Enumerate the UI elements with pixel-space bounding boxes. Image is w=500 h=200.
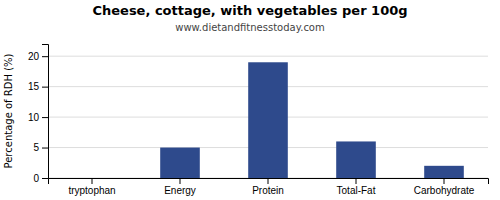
x-tick-mark [92, 178, 93, 184]
bar [160, 148, 200, 178]
subtitle: www.dietandfitnesstoday.com [175, 22, 324, 33]
x-axis-line [49, 179, 489, 185]
title: Cheese, cottage, with vegetables per 100… [92, 3, 407, 18]
y-tick-mark [42, 56, 48, 57]
y-axis-line [42, 45, 49, 179]
x-tick: tryptophan [68, 178, 115, 196]
y-axis: 0 5 10 15 20 [28, 45, 49, 184]
y-tick-mark [42, 87, 48, 88]
x-tick-mark [444, 178, 445, 184]
x-tick-label: Carbohydrate [414, 185, 475, 196]
x-tick: Protein [252, 178, 284, 196]
x-tick-label: Energy [164, 185, 196, 196]
bar [248, 62, 288, 178]
bar [424, 166, 464, 178]
y-tick-mark [42, 117, 48, 118]
y-tick-label: 10 [28, 112, 40, 123]
y-tick: 10 [28, 112, 48, 123]
x-axis: tryptophan Energy Protein Total-Fat Carbohyd… [49, 178, 489, 196]
y-tick: 0 [33, 173, 48, 184]
y-tick-label: 15 [28, 81, 40, 92]
x-tick-label: Protein [252, 185, 284, 196]
x-tick-mark [180, 178, 181, 184]
grid [48, 56, 488, 178]
bar [336, 141, 376, 178]
y-tick-label: 5 [33, 142, 39, 153]
x-tick-label: tryptophan [68, 185, 115, 196]
x-tick-mark [268, 178, 269, 184]
chart: Cheese, cottage, with vegetables per 100… [0, 0, 500, 200]
y-tick: 20 [28, 51, 48, 62]
x-tick: Total-Fat [337, 178, 376, 196]
bar [72, 178, 112, 179]
x-tick: Energy [164, 178, 196, 196]
bars [160, 62, 464, 178]
y-axis-title: Percentage of RDH (%) [3, 53, 14, 168]
y-tick-label: 20 [28, 51, 40, 62]
grid-line [48, 56, 488, 57]
x-tick-mark [356, 178, 357, 184]
y-tick: 15 [28, 81, 48, 92]
y-tick-mark [42, 148, 48, 149]
x-tick-label: Total-Fat [337, 185, 376, 196]
y-tick: 5 [33, 142, 48, 153]
x-tick: Carbohydrate [414, 178, 475, 196]
y-tick-label: 0 [33, 173, 39, 184]
y-tick-mark [42, 178, 48, 179]
